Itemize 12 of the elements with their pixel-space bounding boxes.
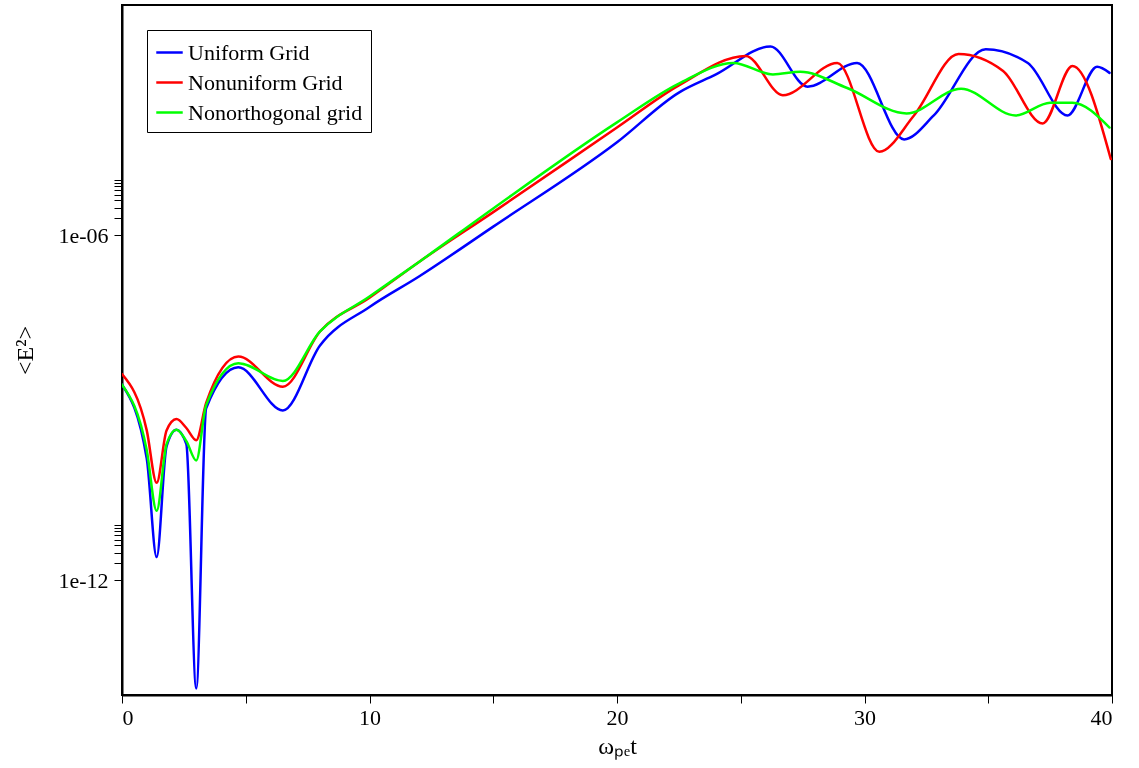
x-tick-label: 40 bbox=[1090, 704, 1113, 730]
legend-label: Uniform Grid bbox=[188, 39, 310, 65]
legend-label: Nonuniform Grid bbox=[188, 69, 343, 95]
legend-label: Nonorthogonal grid bbox=[188, 99, 363, 125]
x-tick-label: 30 bbox=[854, 704, 876, 730]
x-axis-title: ωₚₑt bbox=[598, 732, 638, 760]
x-tick-label: 10 bbox=[359, 704, 381, 730]
y-tick-label: 1e-12 bbox=[58, 567, 109, 593]
y-tick-label: 1e-06 bbox=[58, 222, 109, 248]
x-tick-label: 20 bbox=[606, 704, 629, 730]
y-axis-title: <E²> bbox=[12, 326, 39, 375]
x-tick-label: 0 bbox=[122, 704, 134, 730]
